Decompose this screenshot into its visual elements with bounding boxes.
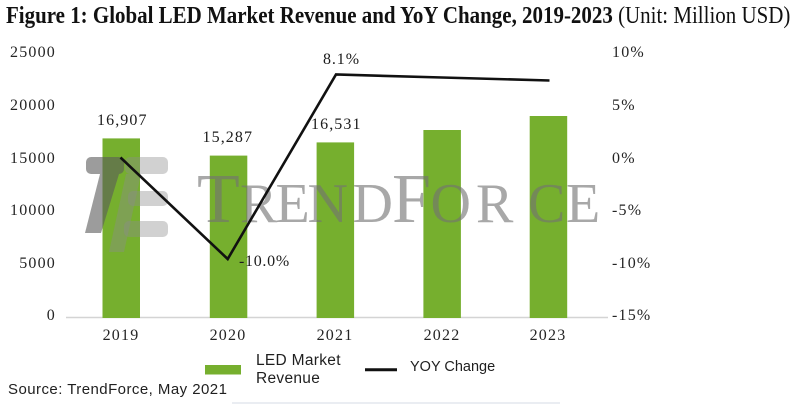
svg-text:TRENDFORCE: TRENDFORCE bbox=[197, 161, 600, 238]
